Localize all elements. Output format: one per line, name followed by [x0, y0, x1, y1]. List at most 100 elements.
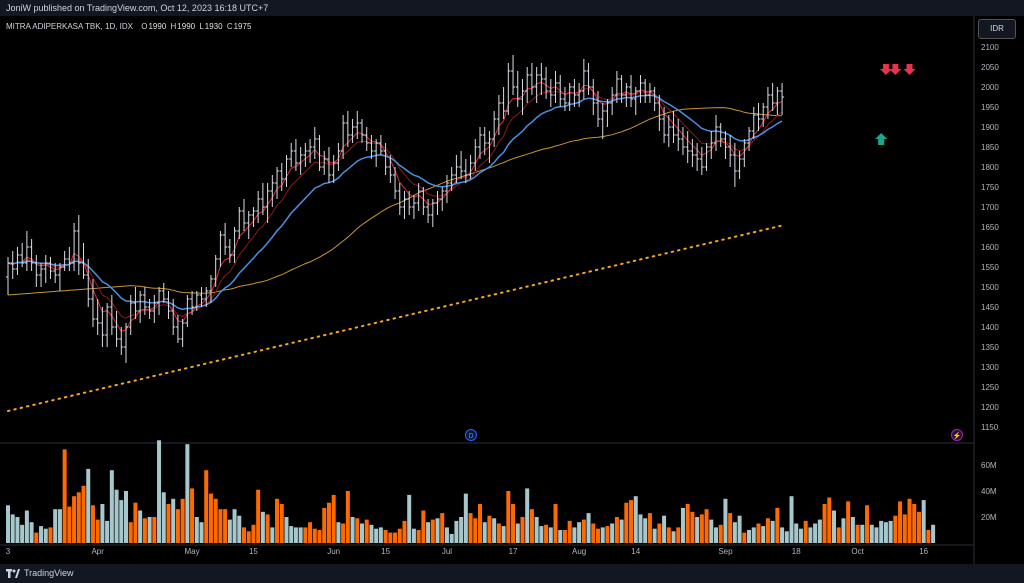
volume-bar	[81, 485, 86, 543]
volume-bar	[208, 493, 213, 543]
volume-bar	[761, 526, 766, 543]
publisher-text: JoniW published on TradingView.com, Oct …	[6, 3, 269, 13]
volume-bar	[15, 517, 20, 543]
volume-bar	[487, 515, 492, 543]
volume-bar	[383, 530, 388, 543]
time-tick-label: Apr	[91, 547, 104, 556]
volume-bar	[544, 524, 549, 543]
price-tick-label: 1800	[981, 163, 999, 172]
volume-bar	[794, 523, 799, 543]
footer-bar: TradingView	[0, 564, 1024, 583]
volume-bar	[699, 514, 704, 543]
tradingview-icon	[6, 568, 20, 578]
earnings-marker-label: ⚡	[953, 431, 962, 440]
volume-bar	[303, 527, 308, 543]
volume-bar	[260, 511, 265, 543]
volume-bar	[270, 527, 275, 543]
volume-bar	[728, 513, 733, 543]
price-tick-label: 1200	[981, 403, 999, 412]
arrow-down-icon	[903, 64, 916, 75]
volume-bar	[860, 524, 865, 543]
volume-bar	[218, 509, 223, 543]
close-value: 1975	[233, 22, 252, 31]
time-tick-label: 18	[792, 547, 801, 556]
volume-bar	[312, 528, 317, 543]
volume-bar	[704, 509, 709, 543]
price-tick-label: 1900	[981, 123, 999, 132]
currency-button[interactable]: IDR	[978, 19, 1016, 39]
price-tick-label: 2100	[981, 43, 999, 52]
volume-bar	[591, 523, 596, 543]
volume-bar	[827, 497, 832, 543]
volume-bar	[596, 528, 600, 543]
volume-bar	[459, 517, 464, 543]
volume-bar	[916, 511, 921, 543]
volume-bar	[204, 470, 209, 543]
price-tick-label: 1700	[981, 203, 999, 212]
time-tick-label: 14	[631, 547, 640, 556]
volume-bar	[76, 492, 81, 543]
volume-bar	[747, 530, 752, 543]
volume-bar	[572, 527, 577, 543]
volume-bar	[586, 513, 591, 543]
ma-200-dotted-line	[7, 224, 786, 412]
volume-bar	[619, 519, 624, 543]
volume-bar	[893, 515, 898, 543]
volume-bar	[496, 523, 501, 543]
volume-bar	[435, 518, 440, 543]
volume-bar	[841, 518, 846, 543]
volume-bar	[714, 527, 718, 543]
volume-bar	[185, 444, 190, 543]
volume-bar	[369, 524, 374, 543]
volume-bar	[798, 528, 803, 543]
volume-bar	[874, 527, 879, 543]
volume-bar	[803, 520, 808, 543]
volume-bar	[90, 505, 95, 543]
volume-bar	[416, 530, 421, 543]
high-label: H	[170, 22, 177, 31]
price-tick-label: 1450	[981, 303, 999, 312]
volume-bar	[685, 504, 690, 543]
volume-bar	[742, 532, 747, 543]
volume-bar	[775, 507, 780, 543]
volume-bar	[643, 518, 648, 543]
volume-bar	[284, 517, 289, 543]
price-tick-label: 1250	[981, 383, 999, 392]
volume-bar	[666, 527, 671, 543]
volume-bar	[124, 491, 128, 543]
volume-bar	[29, 522, 34, 543]
price-tick-label: 1150	[981, 423, 999, 432]
price-chart-svg[interactable]: 2100 2050 2000 1950 1900 1850 1800 1750 1700 1650…	[0, 16, 1024, 564]
volume-bar	[275, 498, 280, 543]
volume-bar	[378, 527, 383, 543]
volume-bar	[440, 513, 445, 543]
volume-bar	[652, 528, 657, 543]
volume-bar	[190, 488, 195, 543]
volume-bar	[813, 523, 818, 543]
volume-bar	[388, 532, 393, 543]
volume-bar	[114, 489, 119, 543]
volume-bar	[449, 533, 454, 543]
tradingview-logo[interactable]: TradingView	[6, 568, 74, 578]
volume-bar	[100, 504, 105, 543]
volume-bar	[86, 468, 91, 543]
chart-area[interactable]: 2100 2050 2000 1950 1900 1850 1800 1750 1700 1650…	[0, 16, 1024, 564]
volume-bar	[213, 498, 218, 543]
time-tick-label: 15	[249, 547, 258, 556]
price-tick-label: 1350	[981, 343, 999, 352]
volume-bar	[695, 517, 700, 543]
volume-tick-label: 40M	[981, 487, 997, 496]
volume-bar	[355, 518, 360, 543]
volume-bar	[931, 524, 936, 543]
volume-bar	[223, 509, 228, 543]
volume-bar	[397, 528, 402, 543]
volume-bar	[473, 518, 478, 543]
arrow-up-icon	[875, 133, 888, 145]
volume-bar	[430, 519, 435, 543]
volume-bar	[133, 502, 138, 543]
volume-bar	[171, 498, 176, 543]
volume-bar	[855, 524, 860, 543]
volume-bar	[529, 509, 534, 543]
price-tick-label: 2000	[981, 83, 999, 92]
volume-bar	[709, 519, 714, 543]
